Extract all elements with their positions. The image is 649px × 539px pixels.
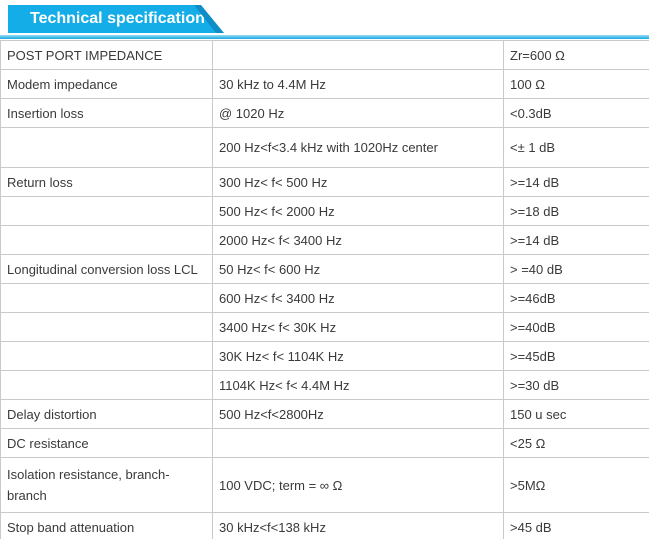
table-row: Return loss 300 Hz< f< 500 Hz >=14 dB: [0, 167, 649, 197]
table-row: Isolation resistance, branch-branch 100 V…: [0, 457, 649, 513]
spec-parameter-cell: Delay distortion: [0, 399, 213, 429]
spec-value-cell: <25 Ω: [503, 428, 649, 458]
table-row: Delay distortion 500 Hz<f<2800Hz 150 u sec: [0, 399, 649, 429]
spec-condition-cell: 300 Hz< f< 500 Hz: [212, 167, 504, 197]
spec-value-cell: >=14 dB: [503, 225, 649, 255]
table-row: DC resistance <25 Ω: [0, 428, 649, 458]
spec-condition-cell: 30 kHz<f<138 kHz: [212, 512, 504, 539]
spec-condition-cell: 30 kHz to 4.4M Hz: [212, 69, 504, 99]
spec-value-cell: >=18 dB: [503, 196, 649, 226]
table-row: 3400 Hz< f< 30K Hz >=40dB: [0, 312, 649, 342]
spec-parameter-cell: Insertion loss: [0, 98, 213, 128]
spec-condition-cell: 2000 Hz< f< 3400 Hz: [212, 225, 504, 255]
spec-parameter-cell: Modem impedance: [0, 69, 213, 99]
table-row: 30K Hz< f< 1104K Hz >=45dB: [0, 341, 649, 371]
spec-value-cell: 150 u sec: [503, 399, 649, 429]
spec-value-cell: >=30 dB: [503, 370, 649, 400]
spec-parameter-cell: [0, 127, 213, 168]
spec-value-cell: 100 Ω: [503, 69, 649, 99]
spec-condition-cell: 500 Hz<f<2800Hz: [212, 399, 504, 429]
spec-value-cell: <0.3dB: [503, 98, 649, 128]
spec-parameter-cell: [0, 341, 213, 371]
spec-condition-cell: [212, 428, 504, 458]
table-row: Modem impedance 30 kHz to 4.4M Hz 100 Ω: [0, 69, 649, 99]
spec-condition-cell: 50 Hz< f< 600 Hz: [212, 254, 504, 284]
spec-parameter-cell: Longitudinal conversion loss LCL: [0, 254, 213, 284]
spec-value-cell: <± 1 dB: [503, 127, 649, 168]
table-row: POST PORT IMPEDANCE Zr=600 Ω: [0, 40, 649, 70]
table-row: 600 Hz< f< 3400 Hz >=46dB: [0, 283, 649, 313]
spec-parameter-cell: DC resistance: [0, 428, 213, 458]
spec-value-cell: >=45dB: [503, 341, 649, 371]
spec-parameter-cell: Stop band attenuation: [0, 512, 213, 539]
spec-condition-cell: 3400 Hz< f< 30K Hz: [212, 312, 504, 342]
spec-condition-cell: 200 Hz<f<3.4 kHz with 1020Hz center: [212, 127, 504, 168]
spec-value-cell: >=40dB: [503, 312, 649, 342]
spec-parameter-cell: Isolation resistance, branch-branch: [0, 457, 213, 513]
spec-condition-cell: 1104K Hz< f< 4.4M Hz: [212, 370, 504, 400]
spec-condition-cell: 100 VDC; term = ∞ Ω: [212, 457, 504, 513]
spec-value-cell: > =40 dB: [503, 254, 649, 284]
spec-parameter-cell: Return loss: [0, 167, 213, 197]
accent-bar: [0, 35, 649, 39]
spec-parameter-cell: [0, 225, 213, 255]
spec-condition-cell: 30K Hz< f< 1104K Hz: [212, 341, 504, 371]
page-title: Technical specification: [30, 10, 205, 27]
table-row: 500 Hz< f< 2000 Hz >=18 dB: [0, 196, 649, 226]
table-row: Longitudinal conversion loss LCL 50 Hz< f…: [0, 254, 649, 284]
spec-parameter-cell: POST PORT IMPEDANCE: [0, 40, 213, 70]
spec-condition-cell: @ 1020 Hz: [212, 98, 504, 128]
spec-value-cell: Zr=600 Ω: [503, 40, 649, 70]
spec-condition-cell: [212, 40, 504, 70]
spec-parameter-cell: [0, 312, 213, 342]
spec-value-cell: >45 dB: [503, 512, 649, 539]
table-row: 1104K Hz< f< 4.4M Hz >=30 dB: [0, 370, 649, 400]
spec-value-cell: >=46dB: [503, 283, 649, 313]
spec-value-cell: >=14 dB: [503, 167, 649, 197]
spec-condition-cell: 600 Hz< f< 3400 Hz: [212, 283, 504, 313]
spec-condition-cell: 500 Hz< f< 2000 Hz: [212, 196, 504, 226]
table-row: Stop band attenuation 30 kHz<f<138 kHz >45…: [0, 512, 649, 539]
table-row: 2000 Hz< f< 3400 Hz >=14 dB: [0, 225, 649, 255]
table-row: Insertion loss @ 1020 Hz <0.3dB: [0, 98, 649, 128]
spec-parameter-cell: [0, 283, 213, 313]
spec-parameter-cell: [0, 196, 213, 226]
header-banner: Technical specification: [8, 5, 216, 33]
spec-parameter-cell: [0, 370, 213, 400]
spec-value-cell: >5MΩ: [503, 457, 649, 513]
table-row: 200 Hz<f<3.4 kHz with 1020Hz center <± 1 …: [0, 127, 649, 168]
spec-table: POST PORT IMPEDANCE Zr=600 Ω Modem impedan…: [0, 40, 649, 539]
